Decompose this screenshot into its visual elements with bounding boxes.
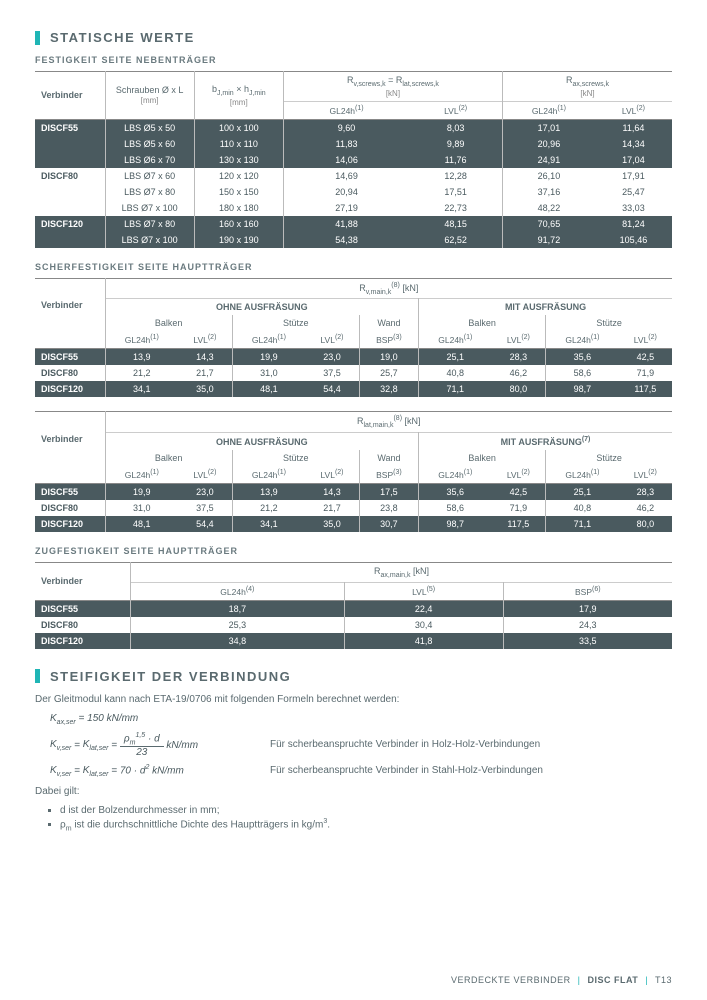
section-2-header: STEIFIGKEIT DER VERBINDUNG <box>35 669 672 684</box>
list-item: d ist der Bolzendurchmesser in mm; <box>60 805 672 816</box>
table-row: DISCF12048,154,434,135,030,798,7117,571,… <box>35 516 672 532</box>
formula-2: Kv,ser = Klat,ser = ρm1,5 · d23 kN/mm <box>50 732 270 758</box>
formula-3-row: Kv,ser = Klat,ser = 70 · d2 kN/mm Für sc… <box>35 764 672 778</box>
table-row: DISCF5518,722,417,9 <box>35 600 672 617</box>
table-scherfestigkeit-rlat: Verbinder Rlat,main,k(8) [kN] OHNE AUSFR… <box>35 411 672 532</box>
intro-text: Der Gleitmodul kann nach ETA-19/0706 mit… <box>35 692 672 707</box>
dabei-gilt: Dabei gilt: <box>35 784 672 799</box>
subsection-1: FESTIGKEIT SEITE NEBENTRÄGER <box>35 55 672 65</box>
table-row: DISCF8025,330,424,3 <box>35 617 672 633</box>
list-item: ρm ist die durchschnittliche Dichte des … <box>60 818 672 832</box>
formula-1: Kax,ser = 150 kN/mm <box>50 713 672 726</box>
formula-2-row: Kv,ser = Klat,ser = ρm1,5 · d23 kN/mm Fü… <box>35 732 672 758</box>
table-row: LBS Ø5 x 60110 x 11011,839,8920,9614,34 <box>35 136 672 152</box>
section-marker <box>35 31 40 45</box>
section-1-title: STATISCHE WERTE <box>50 30 195 45</box>
subsection-3: ZUGFESTIGKEIT SEITE HAUPTTRÄGER <box>35 546 672 556</box>
table-row: DISCF55LBS Ø5 x 50100 x 1009,608,0317,01… <box>35 119 672 136</box>
table-row: DISCF80LBS Ø7 x 60120 x 12014,6912,2826,… <box>35 168 672 184</box>
table-zugfestigkeit: Verbinder Rax,main,k [kN] GL24h(4) LVL(5… <box>35 562 672 649</box>
table-scherfestigkeit-rv: Verbinder Rv,main,k(8) [kN] OHNE AUSFRÄS… <box>35 278 672 398</box>
table-row: DISCF12034,841,833,5 <box>35 633 672 649</box>
formula-3-desc: Für scherbeanspruchte Verbinder in Stahl… <box>270 765 543 776</box>
th-verbinder: Verbinder <box>41 90 83 100</box>
section-1-header: STATISCHE WERTE <box>35 30 672 45</box>
table-festigkeit-nebentraeger: Verbinder Schrauben Ø x L[mm] bJ,min × h… <box>35 71 672 248</box>
th-rv: Rv,screws,k = Rlat,screws,k <box>347 75 439 85</box>
table-row: LBS Ø7 x 100190 x 19054,3862,5291,72105,… <box>35 232 672 248</box>
table-row: DISCF5519,923,013,914,317,535,642,525,12… <box>35 483 672 500</box>
formula-3: Kv,ser = Klat,ser = 70 · d2 kN/mm <box>50 764 270 778</box>
table-row: DISCF8031,037,521,221,723,858,671,940,84… <box>35 500 672 516</box>
th-bj: bJ,min × hJ,min <box>212 84 266 94</box>
table-row: LBS Ø6 x 70130 x 13014,0611,7624,9117,04 <box>35 152 672 168</box>
notes-list: d ist der Bolzendurchmesser in mm; ρm is… <box>60 805 672 832</box>
page-footer: VERDECKTE VERBINDER | DISC FLAT | T13 <box>451 975 672 985</box>
table-row: DISCF8021,221,731,037,525,740,846,258,67… <box>35 365 672 381</box>
subsection-2: SCHERFESTIGKEIT SEITE HAUPTTRÄGER <box>35 262 672 272</box>
th-rax: Rax,screws,k <box>566 75 609 85</box>
formula-2-desc: Für scherbeanspruchte Verbinder in Holz-… <box>270 739 540 750</box>
section-2-title: STEIFIGKEIT DER VERBINDUNG <box>50 669 291 684</box>
table-row: LBS Ø7 x 100180 x 18027,1922,7348,2233,0… <box>35 200 672 216</box>
table-row: LBS Ø7 x 80150 x 15020,9417,5137,1625,47 <box>35 184 672 200</box>
section-marker <box>35 669 40 683</box>
th-schrauben: Schrauben Ø x L <box>116 85 184 95</box>
table-row: DISCF120LBS Ø7 x 80160 x 16041,8848,1570… <box>35 216 672 232</box>
table-row: DISCF12034,135,048,154,432,871,180,098,7… <box>35 381 672 397</box>
table-row: DISCF5513,914,319,923,019,025,128,335,64… <box>35 349 672 366</box>
